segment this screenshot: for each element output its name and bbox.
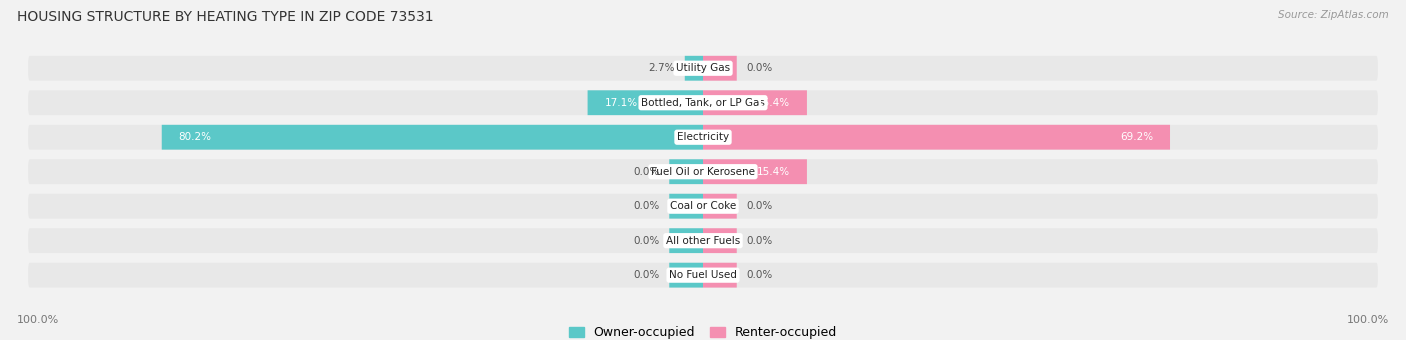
FancyBboxPatch shape: [703, 125, 1170, 150]
FancyBboxPatch shape: [28, 263, 1378, 288]
FancyBboxPatch shape: [703, 90, 807, 115]
Text: Bottled, Tank, or LP Gas: Bottled, Tank, or LP Gas: [641, 98, 765, 108]
FancyBboxPatch shape: [703, 56, 737, 81]
Text: HOUSING STRUCTURE BY HEATING TYPE IN ZIP CODE 73531: HOUSING STRUCTURE BY HEATING TYPE IN ZIP…: [17, 10, 433, 24]
Text: 0.0%: 0.0%: [747, 236, 773, 246]
Text: All other Fuels: All other Fuels: [666, 236, 740, 246]
FancyBboxPatch shape: [28, 194, 1378, 219]
Text: No Fuel Used: No Fuel Used: [669, 270, 737, 280]
FancyBboxPatch shape: [685, 56, 703, 81]
Text: 0.0%: 0.0%: [633, 270, 659, 280]
Text: Electricity: Electricity: [676, 132, 730, 142]
FancyBboxPatch shape: [669, 263, 703, 288]
Text: 0.0%: 0.0%: [747, 270, 773, 280]
Text: 15.4%: 15.4%: [756, 167, 790, 177]
FancyBboxPatch shape: [669, 159, 703, 184]
Text: 0.0%: 0.0%: [633, 201, 659, 211]
Text: 17.1%: 17.1%: [605, 98, 637, 108]
Text: Coal or Coke: Coal or Coke: [669, 201, 737, 211]
Text: 0.0%: 0.0%: [747, 201, 773, 211]
Text: 80.2%: 80.2%: [179, 132, 212, 142]
Text: Fuel Oil or Kerosene: Fuel Oil or Kerosene: [651, 167, 755, 177]
FancyBboxPatch shape: [669, 228, 703, 253]
FancyBboxPatch shape: [703, 263, 737, 288]
Text: 15.4%: 15.4%: [756, 98, 790, 108]
Text: 100.0%: 100.0%: [17, 315, 59, 325]
Text: Source: ZipAtlas.com: Source: ZipAtlas.com: [1278, 10, 1389, 20]
Text: Utility Gas: Utility Gas: [676, 63, 730, 73]
FancyBboxPatch shape: [28, 56, 1378, 81]
Text: 0.0%: 0.0%: [633, 236, 659, 246]
Text: 0.0%: 0.0%: [747, 63, 773, 73]
Text: 100.0%: 100.0%: [1347, 315, 1389, 325]
FancyBboxPatch shape: [28, 228, 1378, 253]
FancyBboxPatch shape: [162, 125, 703, 150]
Text: 2.7%: 2.7%: [648, 63, 675, 73]
FancyBboxPatch shape: [703, 228, 737, 253]
Text: 69.2%: 69.2%: [1121, 132, 1153, 142]
FancyBboxPatch shape: [669, 194, 703, 219]
FancyBboxPatch shape: [28, 90, 1378, 115]
FancyBboxPatch shape: [28, 159, 1378, 184]
FancyBboxPatch shape: [28, 125, 1378, 150]
FancyBboxPatch shape: [703, 159, 807, 184]
FancyBboxPatch shape: [703, 194, 737, 219]
Text: 0.0%: 0.0%: [633, 167, 659, 177]
FancyBboxPatch shape: [588, 90, 703, 115]
Legend: Owner-occupied, Renter-occupied: Owner-occupied, Renter-occupied: [568, 326, 838, 339]
